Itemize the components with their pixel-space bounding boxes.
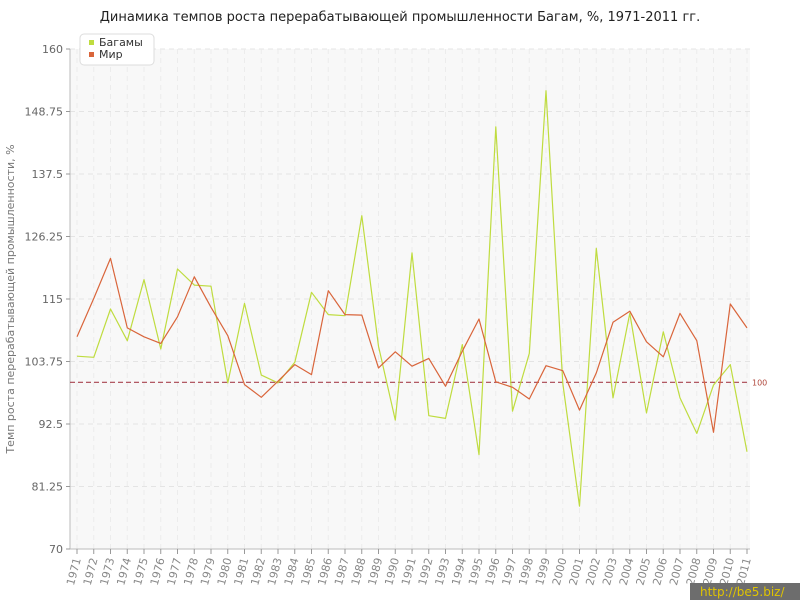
y-tick-label: 137.5 [32,168,64,181]
plot-background [70,49,750,549]
x-axis-ticks: 1971197219731974197519761977197819791980… [64,549,754,587]
y-tick-label: 115 [42,293,63,306]
y-tick-label: 126.25 [25,231,64,244]
legend-swatch-bahamas [89,40,94,45]
x-tick-label: 2011 [734,556,754,586]
series-lines [76,90,748,507]
watermark: http://be5.biz/ [700,585,785,599]
y-tick-label: 103.75 [25,356,64,369]
legend-swatch-world [89,52,94,57]
legend: Багамы Мир [79,33,155,66]
grid [69,48,750,550]
y-tick-label: 148.75 [25,106,64,119]
watermark-background [690,583,800,600]
series-line-bahamas [76,90,748,507]
chart-title: Динамика темпов роста перерабатывающей п… [100,10,701,25]
legend-box [79,33,155,66]
series-line-world [76,257,748,433]
y-tick-label: 160 [42,43,63,56]
legend-label-world: Мир [99,48,123,61]
y-tick-label: 92.5 [39,418,64,431]
y-axis-ticks: 70 81.25 92.5 103.75 115 126.25 137.5 148.75 160 [25,43,70,556]
y-tick-label: 81.25 [32,481,64,494]
y-tick-label: 70 [49,543,63,556]
legend-label-bahamas: Багамы [99,36,143,49]
reference-line: 100 [70,378,767,387]
y-axis-label: Темп роста перерабатывающей промышленнос… [4,144,17,454]
reference-line-label: 100 [752,378,767,387]
